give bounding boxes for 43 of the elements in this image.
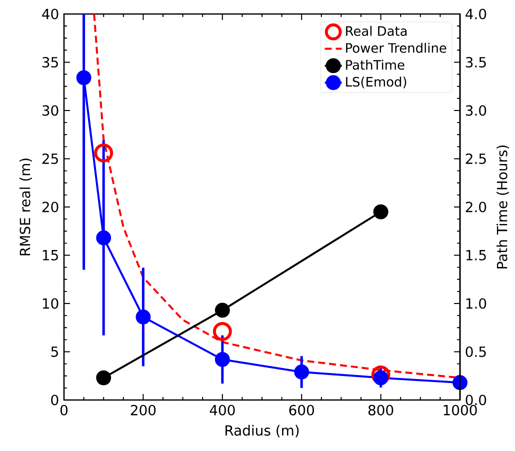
y2-tick-label: 2.0 [466,202,486,212]
legend-label: LS(Emod) [346,76,406,88]
x-tick-label: 0 [60,404,68,416]
point [96,370,112,386]
y2-tick-label: 3.5 [466,56,486,68]
point [371,365,390,384]
y-tick-label: 40 [42,8,58,20]
x-tick-label: 600 [289,404,314,416]
point [212,322,232,341]
y2-tick-label: 3.0 [466,105,486,116]
point [136,310,151,324]
y2-tick-label: 1.0 [466,298,486,309]
y-tick-label: 20 [42,202,58,212]
y2-tick-label: 0.5 [466,346,486,358]
point [214,352,230,367]
point [214,302,230,318]
y-tick-label: 5 [51,346,58,357]
point [294,364,310,380]
x-tick-label: 1000 [444,404,477,416]
x-tick-label: 800 [368,404,394,416]
y2-tick-label: 4.0 [466,8,486,20]
x-axis-title: Radius (m) [226,424,299,438]
point [96,230,112,246]
y-tick-label: 15 [42,250,58,260]
y-tick-label: 10 [42,298,58,309]
y2-tick-label: 0.0 [466,394,486,406]
y2-tick-label: 1.5 [466,250,486,260]
y2-tick-label: 2.5 [466,153,486,164]
y-tick-label: 25 [42,153,58,164]
point [76,70,92,86]
point [373,204,388,220]
x-tick-label: 400 [210,404,235,416]
point [94,143,114,162]
point [452,375,468,390]
legend-label: Real Data [346,26,407,36]
y-tick-label: 0 [51,394,58,406]
x-tick-label: 200 [130,404,156,416]
y-tick-label: 30 [42,105,58,116]
y-tick-label: 35 [42,56,58,68]
legend-label: PathTime [346,60,404,70]
y2-axis-title: Path Time (Hours) [496,145,509,268]
y-axis-title: RMSE real (m) [19,158,32,256]
legend-label: Power Trendline [346,42,446,53]
